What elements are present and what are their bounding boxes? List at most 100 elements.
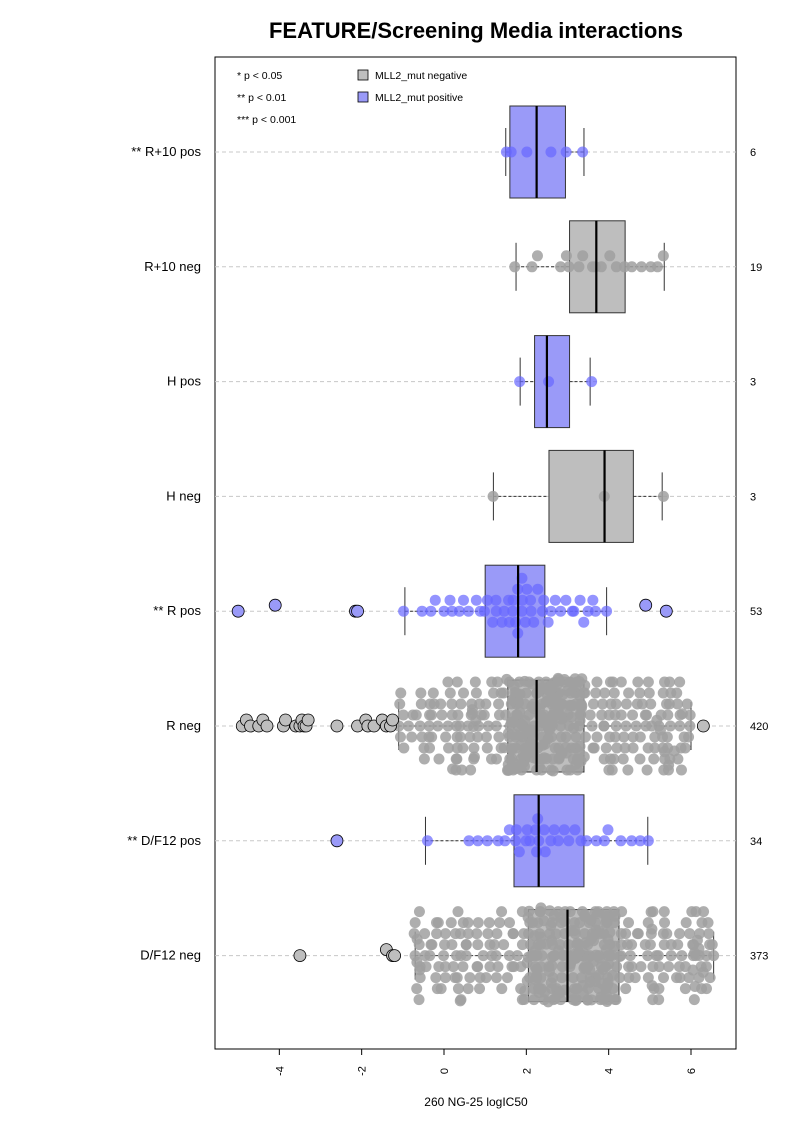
outlier-point: [639, 598, 653, 612]
data-point: [433, 753, 445, 765]
data-point: [579, 731, 591, 743]
data-point: [587, 742, 599, 754]
data-point: [641, 764, 653, 776]
outlier-point: [386, 713, 399, 727]
data-point: [674, 928, 686, 940]
data-point: [591, 731, 603, 743]
data-point: [507, 928, 519, 940]
data-point: [474, 698, 486, 710]
data-point: [657, 687, 669, 699]
data-point: [532, 583, 544, 595]
data-point: [645, 698, 657, 710]
data-point: [505, 146, 517, 158]
data-point: [456, 764, 468, 776]
data-point: [572, 755, 584, 767]
data-point: [464, 731, 476, 743]
data-point: [496, 906, 508, 918]
data-point: [595, 261, 607, 273]
data-point: [505, 716, 517, 728]
data-point: [495, 687, 507, 699]
data-point: [509, 261, 521, 273]
x-tick-label: -2: [357, 1066, 369, 1076]
data-point: [429, 594, 441, 606]
data-point: [445, 917, 457, 929]
data-point: [678, 731, 690, 743]
data-point: [535, 683, 547, 695]
data-point: [426, 939, 438, 951]
data-point: [467, 721, 479, 733]
data-point: [577, 250, 589, 262]
data-point: [409, 917, 421, 929]
outlier-point: [231, 604, 245, 618]
data-point: [472, 939, 484, 951]
data-point: [708, 950, 720, 962]
data-point: [580, 963, 592, 975]
outlier-point: [293, 949, 307, 962]
data-point: [493, 709, 505, 721]
data-point: [431, 928, 443, 940]
data-point: [684, 928, 696, 940]
data-point: [693, 943, 705, 955]
data-point: [593, 969, 605, 981]
data-point: [516, 594, 528, 606]
box: [548, 449, 634, 543]
data-point: [609, 993, 621, 1005]
data-point: [560, 146, 572, 158]
data-point: [444, 594, 456, 606]
data-point: [697, 966, 709, 978]
data-point: [568, 722, 580, 734]
data-point: [432, 720, 444, 732]
data-point: [488, 687, 500, 699]
data-point: [615, 709, 627, 721]
x-tick-label: 4: [604, 1068, 616, 1074]
data-point: [457, 594, 469, 606]
sample-count-label: 3: [750, 377, 756, 389]
data-point: [402, 720, 414, 732]
data-point: [524, 835, 536, 847]
outlier-point: [330, 834, 344, 848]
group-6: [235, 672, 710, 777]
x-tick-label: -4: [274, 1066, 286, 1076]
data-point: [457, 961, 469, 973]
data-point: [584, 709, 596, 721]
data-point: [642, 835, 654, 847]
data-point: [499, 835, 511, 847]
data-point: [521, 957, 533, 969]
data-point: [519, 616, 531, 628]
data-point: [547, 765, 559, 777]
data-point: [490, 972, 502, 984]
data-point: [424, 742, 436, 754]
data-point: [671, 972, 683, 984]
data-point: [521, 583, 533, 595]
data-point: [454, 720, 466, 732]
data-point: [539, 738, 551, 750]
data-point: [460, 939, 472, 951]
data-point: [394, 698, 406, 710]
data-point: [609, 731, 621, 743]
data-point: [539, 846, 551, 858]
data-point: [620, 720, 632, 732]
data-point: [419, 928, 431, 940]
data-point: [498, 939, 510, 951]
data-point: [676, 950, 688, 962]
data-point: [646, 980, 658, 992]
data-point: [610, 261, 622, 273]
data-point: [449, 972, 461, 984]
data-point: [470, 687, 482, 699]
data-point: [691, 934, 703, 946]
data-point: [509, 835, 521, 847]
data-point: [450, 928, 462, 940]
data-point: [610, 698, 622, 710]
data-point: [543, 376, 555, 388]
sample-count-label: 3: [750, 491, 756, 503]
data-point: [423, 720, 435, 732]
data-point: [681, 698, 693, 710]
data-point: [573, 675, 585, 687]
data-point: [540, 938, 552, 950]
data-point: [494, 917, 506, 929]
data-point: [462, 983, 474, 995]
data-point: [542, 616, 554, 628]
data-point: [586, 994, 598, 1006]
data-point: [657, 250, 669, 262]
data-point: [622, 764, 634, 776]
